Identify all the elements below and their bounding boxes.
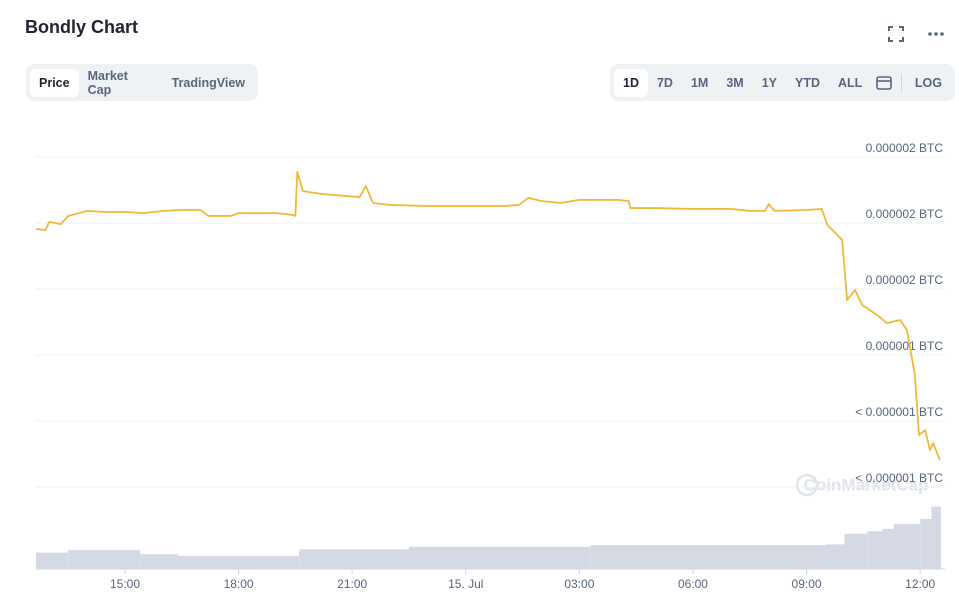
x-tick-label: 03:00 (564, 577, 594, 591)
x-tick-label: 15:00 (110, 577, 140, 591)
tab[interactable]: Price (30, 68, 79, 97)
volume-bar (36, 552, 69, 569)
log-button[interactable]: LOG (914, 75, 942, 90)
y-tick-label: 0.000002 BTC (866, 141, 944, 155)
volume-bar (844, 533, 868, 569)
tab[interactable]: Market Cap (87, 68, 128, 97)
x-tick-label: 21:00 (337, 577, 367, 591)
volume-bar (882, 528, 894, 569)
title: Bondly Chart (25, 17, 139, 37)
y-tick-label: 0.000002 BTC (866, 207, 944, 221)
y-tick-label: < 0.000001 BTC (855, 405, 943, 419)
volume-bar (920, 518, 932, 569)
more-icon[interactable] (928, 32, 944, 36)
y-tick-label: 0.000002 BTC (866, 273, 944, 287)
volume-bar (408, 546, 591, 569)
range-button[interactable]: 1Y (761, 75, 778, 90)
volume-bar (931, 506, 941, 569)
x-tick-label: 09:00 (792, 577, 822, 591)
volume-bar (590, 545, 826, 569)
price-line (35, 171, 941, 461)
x-tick-label: 18:00 (224, 577, 254, 591)
volume-bar (68, 550, 141, 569)
y-tick-label: < 0.000001 BTC (855, 471, 943, 485)
range-button[interactable]: 1D (614, 68, 648, 97)
range-button[interactable]: ALL (838, 75, 863, 90)
watermark-logo (795, 473, 819, 497)
x-tick-label: 06:00 (678, 577, 708, 591)
watermark: CoinMarketCap (804, 475, 929, 494)
range-button[interactable]: 3M (726, 75, 744, 90)
range-button[interactable]: 1M (690, 75, 709, 90)
volume-bar (177, 555, 300, 569)
range-button[interactable]: 7D (656, 75, 673, 90)
y-tick-label: 0.000001 BTC (866, 339, 944, 353)
view-tabs: Price Market Cap TradingView (26, 64, 258, 101)
x-tick-label: 12:00 (905, 577, 935, 591)
volume-bar (299, 549, 409, 569)
fullscreen-icon[interactable] (888, 26, 904, 42)
range-tabs: 1D 7D 1M 3M 1Y YTD ALL LOG (610, 64, 955, 101)
tab[interactable]: TradingView (171, 75, 245, 90)
calendar-button[interactable] (871, 73, 897, 93)
volume-bar (867, 531, 883, 569)
range-button[interactable]: YTD (795, 75, 821, 90)
volume-bar (825, 544, 845, 569)
volume-bar (893, 523, 921, 569)
separator (900, 73, 902, 92)
x-tick-label: 15. Jul (448, 577, 483, 591)
volume-bar (140, 554, 178, 569)
